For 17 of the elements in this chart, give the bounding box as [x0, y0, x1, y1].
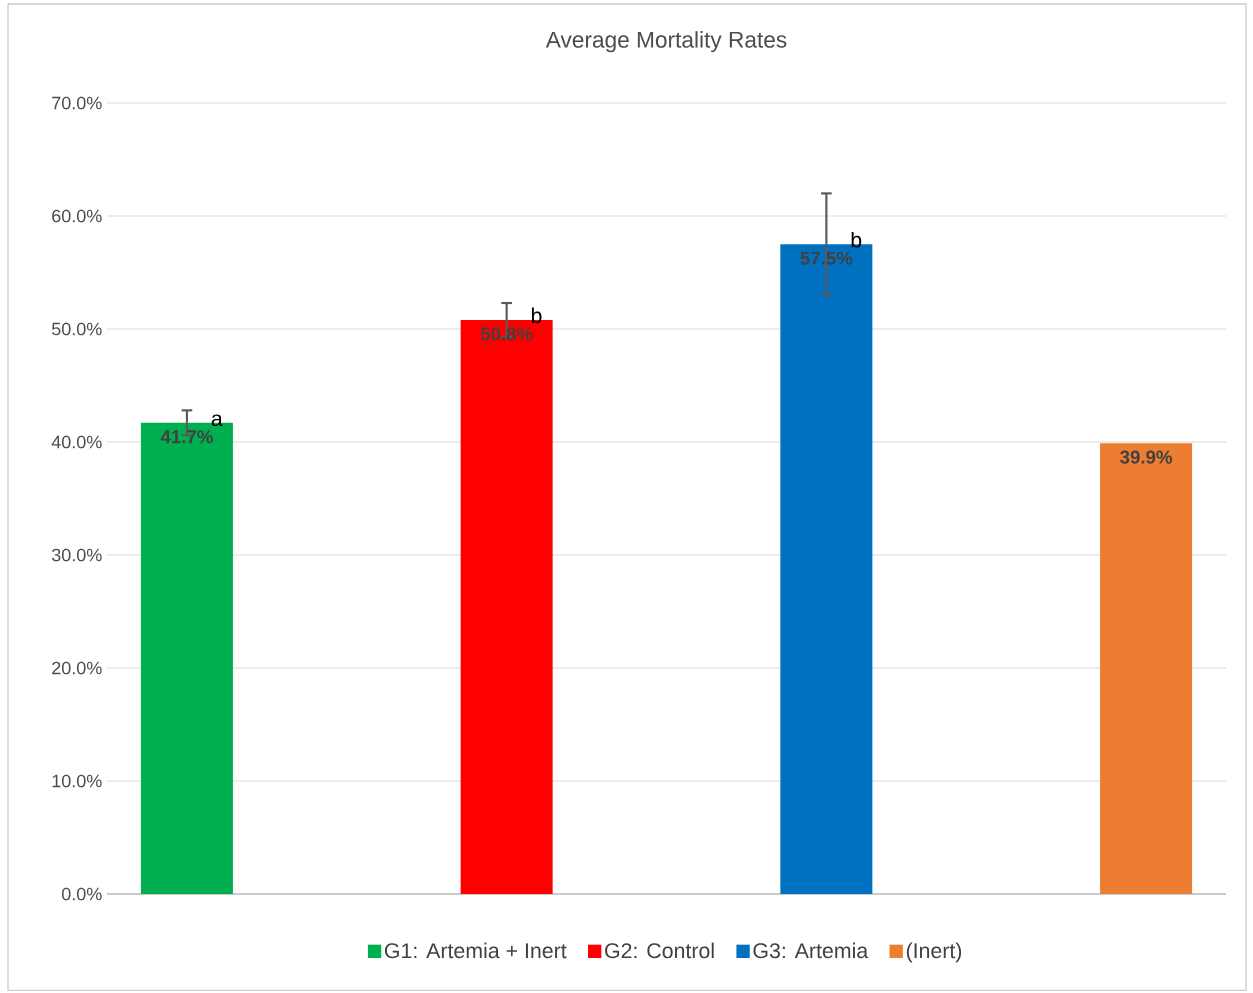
legend-label: G2: Control [605, 942, 714, 959]
annotation: b [531, 307, 542, 324]
y-tick-label: 20.0% [52, 661, 102, 675]
y-tick-label: 30.0% [51, 548, 102, 562]
y-tick-label: 50.0% [51, 322, 102, 336]
y-tick-label: 0.0% [61, 887, 102, 901]
legend-label: G3: Artemia [753, 942, 869, 959]
data-label: 41.7% [160, 430, 213, 444]
legend-label: (Inert) [906, 942, 962, 963]
annotation: b [851, 231, 862, 248]
y-tick-label: 40.0% [51, 435, 102, 449]
data-label: 39.9% [1120, 450, 1173, 464]
y-tick-label: 60.0% [52, 209, 102, 223]
y-tick-label: 10.0% [52, 774, 102, 788]
legend-label: G1: Artemia + Inert [384, 942, 567, 959]
chart-title: Average Mortality Rates [545, 31, 787, 53]
y-tick-label: 70.0% [52, 96, 102, 110]
